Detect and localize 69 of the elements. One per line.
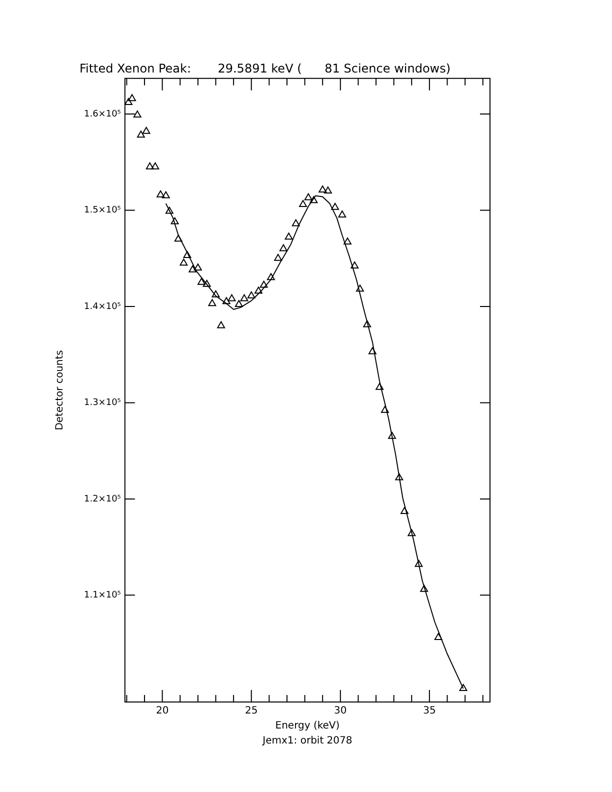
point xyxy=(408,529,416,536)
point xyxy=(212,290,220,298)
y-tick-label: 1.3×10⁵ xyxy=(84,398,122,408)
x-tick-label: 35 xyxy=(423,706,436,717)
point xyxy=(208,299,216,306)
point xyxy=(459,684,468,692)
y-tick-label: 1.4×10⁵ xyxy=(84,302,122,312)
point xyxy=(183,250,192,258)
point xyxy=(324,186,332,194)
y-tick-label: 1.1×10⁵ xyxy=(84,590,122,601)
point xyxy=(304,193,312,200)
point xyxy=(254,286,262,294)
point xyxy=(151,162,160,170)
point xyxy=(174,234,182,242)
point xyxy=(274,254,282,261)
point xyxy=(136,130,145,138)
y-tick-label: 1.2×10⁵ xyxy=(84,494,122,504)
text: Jemx1: orbit 2078 xyxy=(262,736,352,747)
point xyxy=(350,262,359,269)
point xyxy=(165,206,174,214)
point xyxy=(284,232,293,240)
point xyxy=(363,320,372,328)
point xyxy=(380,406,389,413)
point xyxy=(228,294,236,302)
point xyxy=(188,265,197,272)
point xyxy=(234,300,243,308)
point xyxy=(310,196,318,204)
point xyxy=(299,200,307,207)
y-tick-label: 1.5×10⁵ xyxy=(84,206,122,216)
point xyxy=(434,633,442,640)
x-tick-label: 30 xyxy=(334,706,347,717)
y-tick-label: 1.6×10⁵ xyxy=(84,109,122,120)
point xyxy=(162,191,170,198)
point xyxy=(247,291,256,298)
point xyxy=(279,244,288,252)
x-tick-label: 20 xyxy=(156,706,169,717)
point xyxy=(414,560,423,567)
point xyxy=(376,382,384,390)
x-axis-title: Energy (keV) xyxy=(275,720,340,732)
point xyxy=(338,210,346,218)
point xyxy=(266,273,275,280)
point xyxy=(395,473,404,480)
point xyxy=(222,297,230,304)
x-tick-label: 25 xyxy=(244,706,258,717)
point xyxy=(180,258,188,266)
point xyxy=(124,98,132,105)
y-axis-title: Detector counts xyxy=(54,350,66,430)
point xyxy=(217,321,226,328)
point xyxy=(128,94,136,102)
point xyxy=(240,294,248,302)
point xyxy=(133,110,142,118)
point xyxy=(368,347,376,354)
point xyxy=(292,219,300,226)
point xyxy=(388,432,396,439)
point xyxy=(142,126,150,134)
point xyxy=(420,584,428,592)
point xyxy=(356,284,364,292)
point xyxy=(318,186,327,193)
point xyxy=(344,238,352,244)
point xyxy=(331,202,340,210)
point xyxy=(400,506,408,514)
point xyxy=(202,280,211,287)
point xyxy=(146,162,154,170)
chart-title: Fitted Xenon Peak: 29.5891 keV ( 81 Science windows) xyxy=(79,61,451,76)
point xyxy=(156,190,164,198)
point xyxy=(194,263,202,270)
point xyxy=(198,278,206,285)
point xyxy=(170,217,179,224)
point xyxy=(260,280,268,288)
